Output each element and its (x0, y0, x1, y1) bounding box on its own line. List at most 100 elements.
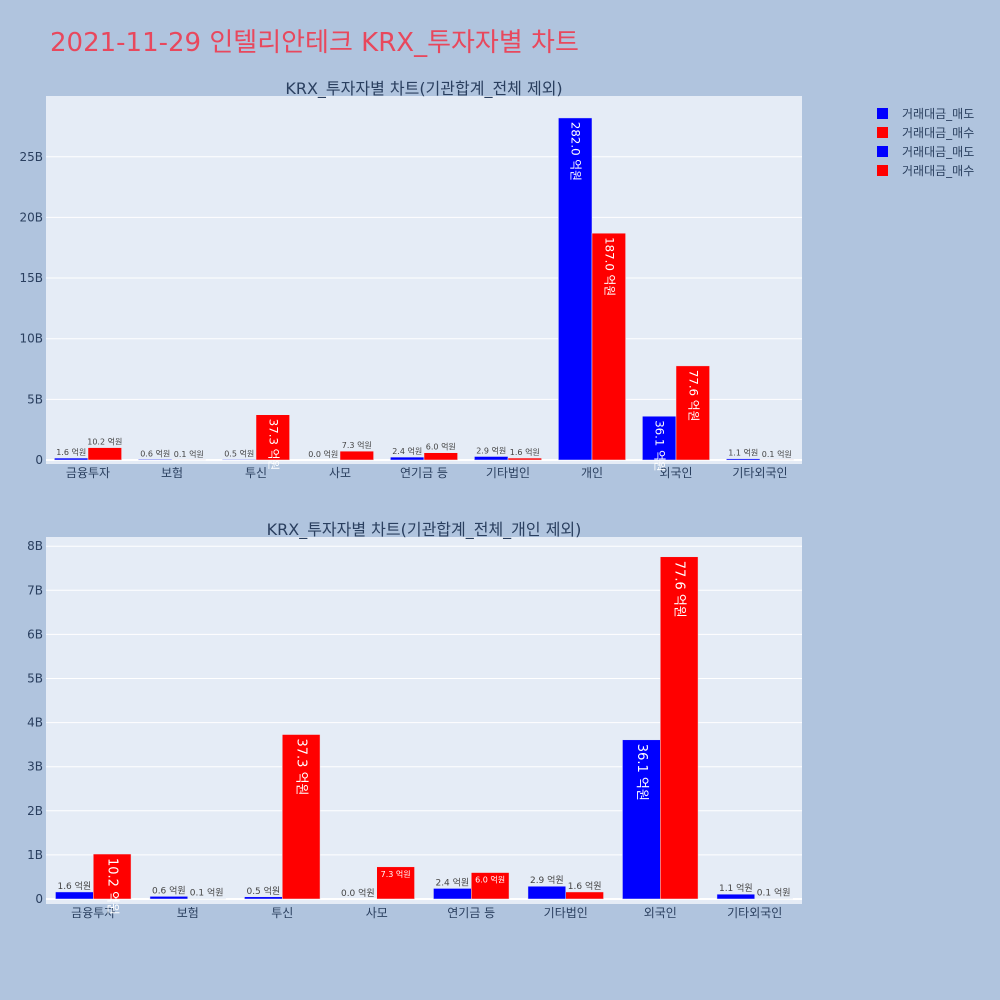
bar (474, 456, 509, 461)
data-label: 1.6 억원 (57, 880, 91, 892)
data-label: 10.2 억원 (87, 437, 122, 447)
data-label: 1.6 억원 (56, 447, 86, 457)
legend-item: 거래대금_매수 (902, 126, 974, 140)
data-label: 0.5 억원 (246, 885, 280, 897)
y-tick-label: 3B (27, 760, 43, 774)
bar (591, 232, 626, 461)
y-tick-label: 2B (27, 804, 43, 818)
y-tick-label: 0 (35, 453, 43, 467)
y-tick-label: 5B (27, 672, 43, 686)
bar (558, 117, 593, 461)
data-label: 7.3 억원 (381, 869, 411, 879)
y-tick-label: 25B (19, 150, 43, 164)
data-label: 36.1 억원 (653, 420, 667, 472)
y-tick-label: 20B (19, 210, 43, 224)
bar (255, 414, 290, 461)
data-label: 37.3 억원 (266, 419, 280, 471)
page-title: 2021-11-29 인텔리안테크 KRX_투자자별 차트 (50, 28, 579, 58)
x-tick-label: 금융투자 (71, 906, 115, 920)
x-tick-label: 기타외국인 (732, 466, 787, 480)
y-tick-label: 1B (27, 848, 43, 862)
bar (87, 447, 122, 461)
data-label: 6.0 억원 (426, 442, 456, 452)
data-label: 1.1 억원 (728, 448, 758, 458)
subplot-title: KRX_투자자별 차트(기관합계_전체_개인 제외) (267, 520, 582, 540)
x-tick-label: 외국인 (659, 466, 692, 480)
data-label: 0.1 억원 (174, 449, 204, 459)
x-tick-label: 사모 (366, 906, 388, 920)
bar (433, 888, 472, 900)
data-label: 0.6 억원 (140, 448, 170, 458)
bar (282, 734, 321, 900)
chart-2: KRX_투자자별 차트(기관합계_전체_개인 제외) 0 1B 2B 3B 4B 5B 6B 7… (27, 520, 802, 920)
data-label: 2.4 억원 (392, 446, 422, 456)
bar (565, 891, 604, 900)
data-label: 1.6 억원 (510, 447, 540, 457)
data-label: 1.6 억원 (568, 880, 602, 892)
legend-item: 거래대금_매도 (902, 107, 974, 121)
x-tick-label: 연기금 등 (447, 906, 495, 920)
x-tick-label: 기타외국인 (727, 906, 782, 920)
y-tick-label: 15B (19, 271, 43, 285)
data-label: 0.1 억원 (762, 449, 792, 459)
data-label: 6.0 억원 (475, 875, 505, 885)
legend-swatch (877, 127, 888, 138)
data-label: 36.1 억원 (634, 744, 649, 801)
chart-1: KRX_투자자별 차트(기관합계_전체 제외) 0 5B 10B 15B 20B 25B 금융… (19, 79, 802, 480)
data-label: 187.0 억원 (602, 237, 616, 296)
bar (716, 893, 756, 900)
x-tick-label: 금융투자 (66, 466, 110, 480)
data-label: 2.4 억원 (435, 876, 469, 888)
data-label: 2.9 억원 (530, 874, 564, 886)
data-label: 0.0 억원 (308, 449, 338, 459)
bar (222, 459, 257, 461)
bar (527, 885, 567, 900)
data-label: 77.6 억원 (686, 370, 700, 422)
x-tick-label: 보험 (161, 466, 183, 480)
bar (507, 457, 542, 461)
y-tick-label: 7B (27, 583, 43, 597)
y-tick-label: 8B (27, 539, 43, 553)
x-tick-label: 기타법인 (486, 466, 530, 480)
data-label: 7.3 억원 (342, 440, 372, 450)
bar (244, 896, 283, 900)
data-label: 77.6 억원 (672, 561, 687, 618)
y-tick-label: 6B (27, 627, 43, 641)
data-label: 0.1 억원 (190, 887, 224, 899)
y-tick-label: 10B (19, 332, 43, 346)
bar (675, 365, 710, 461)
data-label: 1.1 억원 (719, 882, 753, 894)
bar (55, 891, 94, 900)
bar (622, 739, 661, 900)
bar (660, 556, 699, 900)
x-tick-label: 개인 (581, 466, 603, 480)
subplot-title: KRX_투자자별 차트(기관합계_전체 제외) (285, 79, 562, 99)
x-tick-label: 외국인 (644, 906, 677, 920)
data-label: 0.1 억원 (757, 887, 791, 899)
x-tick-label: 연기금 등 (400, 466, 448, 480)
y-tick-label: 0 (35, 892, 43, 906)
x-tick-label: 투신 (271, 906, 293, 920)
y-tick-label: 4B (27, 716, 43, 730)
y-tick-label: 5B (27, 392, 43, 406)
bar (726, 458, 761, 461)
bar (376, 866, 415, 900)
data-label: 0.6 억원 (152, 884, 186, 896)
bar (642, 415, 677, 461)
bar (54, 457, 89, 461)
x-tick-label: 보험 (177, 906, 199, 920)
bar (339, 450, 374, 461)
bar (390, 456, 425, 461)
legend-swatch (877, 108, 888, 119)
bar (471, 872, 510, 900)
legend-item: 거래대금_매수 (902, 164, 974, 178)
bar (138, 459, 173, 461)
bar (149, 896, 188, 900)
bar (423, 452, 458, 461)
data-label: 0.0 억원 (341, 887, 375, 899)
legend-swatch (877, 146, 888, 157)
legend-item: 거래대금_매도 (902, 145, 974, 159)
data-label: 0.5 억원 (224, 448, 254, 458)
